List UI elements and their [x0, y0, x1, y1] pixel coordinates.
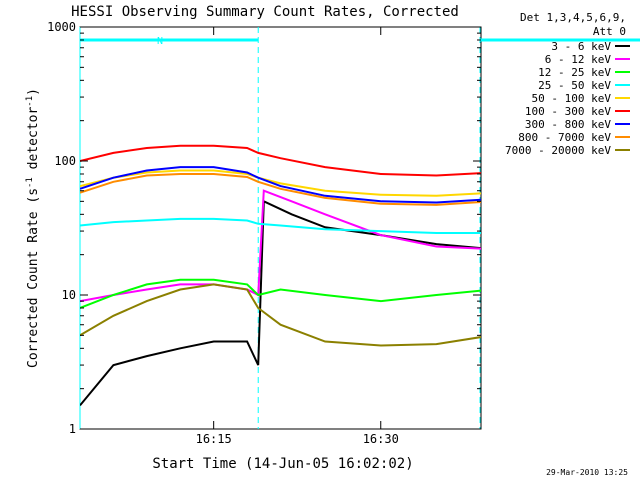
series-25to50keV: [80, 217, 481, 234]
axis-ticks: 16:15 16:30 1 10 100 1000: [47, 20, 481, 446]
plot-frame: [79, 26, 482, 430]
plot-area: 16:15 16:30 1 10 100 1000 N: [47, 20, 640, 446]
legend-label: 7000 - 20000 keV: [505, 144, 611, 157]
series-800to7000keV: [80, 173, 481, 206]
y-tick-label: 100: [54, 154, 76, 168]
legend-label: 300 - 800 keV: [525, 118, 611, 131]
series-3to6keV: [80, 199, 481, 407]
x-axis-label: Start Time (14-Jun-05 16:02:02): [152, 456, 413, 472]
x-tick-label: 16:15: [196, 432, 232, 446]
legend-label: 100 - 300 keV: [525, 105, 611, 118]
x-tick-label: 16:30: [363, 432, 399, 446]
legend-label: 6 - 12 keV: [545, 53, 612, 66]
legend-label: 50 - 100 keV: [532, 92, 612, 105]
series-lines: [80, 144, 481, 407]
footer-timestamp: 29-Mar-2010 13:25: [546, 468, 628, 477]
n-marker-label: N: [157, 36, 163, 47]
chart-title: HESSI Observing Summary Count Rates, Cor…: [71, 4, 459, 20]
series-7000to20000keV: [80, 283, 481, 347]
y-axis-label: Corrected Count Rate (s-1 detector-1): [25, 88, 41, 368]
series-12to25keV: [80, 278, 481, 309]
y-tick-label: 1000: [47, 20, 76, 34]
legend-label: 3 - 6 keV: [551, 40, 611, 53]
legend-label: 12 - 25 keV: [538, 66, 611, 79]
legend-header-line2: Att 0: [593, 25, 626, 38]
legend-header-line1: Det 1,3,4,5,6,9,: [520, 11, 626, 24]
legend-label: 800 - 7000 keV: [518, 131, 611, 144]
series-100to300keV: [80, 144, 481, 177]
series-50to100keV: [80, 169, 481, 197]
legend-label: 25 - 50 keV: [538, 79, 611, 92]
y-tick-label: 1: [69, 422, 76, 436]
y-tick-label: 10: [62, 288, 76, 302]
series-300to800keV: [80, 166, 481, 204]
